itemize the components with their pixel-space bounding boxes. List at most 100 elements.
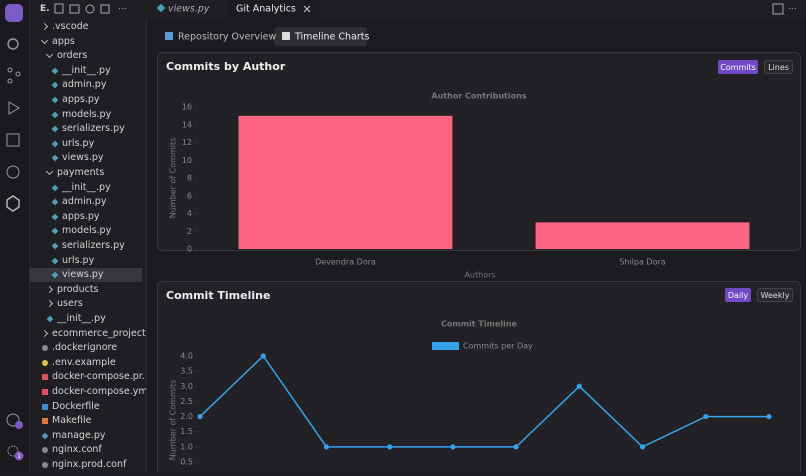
tree-item[interactable]: models.py (30, 108, 142, 122)
tree-label[interactable]: users (57, 298, 83, 310)
tree-item[interactable]: apps (30, 35, 142, 49)
tree-label[interactable]: payments (57, 167, 105, 178)
explorer-actions: ··· (54, 3, 127, 15)
extensions-icon[interactable] (6, 133, 20, 147)
y-tick-label: 4 (187, 209, 192, 218)
tree-item[interactable]: urls.py (30, 254, 142, 268)
tree-item[interactable]: ecommerce_project (30, 327, 146, 341)
settings-icon[interactable] (7, 445, 19, 457)
button-label[interactable]: Lines (768, 63, 789, 72)
button-active[interactable] (725, 288, 751, 302)
button[interactable] (764, 60, 793, 74)
tree-label[interactable]: apps.py (62, 94, 100, 105)
tree-label[interactable]: __init__.py (62, 181, 111, 193)
tree-item[interactable]: __init__.py (30, 312, 142, 326)
refresh[interactable] (85, 4, 95, 14)
subtab[interactable]: Repository Overview (178, 32, 276, 43)
tree-item[interactable]: Dockerfile (30, 400, 142, 414)
panel-title: Commits by Author (166, 60, 286, 73)
tree-label[interactable]: admin.py (62, 196, 107, 208)
tree-item[interactable]: __init__.py (30, 64, 142, 78)
tree-label[interactable]: ecommerce_project (52, 327, 146, 339)
tree-label[interactable]: orders (57, 50, 88, 62)
tree-item[interactable]: docker-compose.yml (30, 385, 146, 399)
tree-label[interactable]: Dockerfile (52, 400, 100, 412)
file-icon (42, 389, 48, 395)
search-icon[interactable] (7, 38, 19, 50)
tree-label[interactable]: Makefile (52, 415, 92, 427)
tree-item[interactable]: apps.py (30, 210, 142, 224)
tree-label[interactable]: products (57, 283, 99, 295)
button-active[interactable] (718, 60, 758, 74)
tree-label[interactable]: apps (52, 35, 75, 47)
tree-item[interactable]: .dockerignore (30, 341, 142, 355)
tree-item[interactable]: nginx.prod.conf (30, 458, 142, 472)
tree-label[interactable]: .env.example (52, 356, 116, 368)
tree-label[interactable]: admin.py (62, 79, 107, 91)
tree-label[interactable]: __init__.py (57, 313, 106, 324)
tree-item[interactable]: views.py (30, 268, 142, 283)
close-tab[interactable] (303, 5, 311, 13)
point (197, 413, 203, 420)
tree-item[interactable]: Makefile (30, 414, 142, 428)
tree-label[interactable]: models.py (62, 225, 112, 237)
tab[interactable]: views.py (168, 4, 210, 15)
tree-item[interactable]: admin.py (30, 78, 142, 92)
tree-label[interactable]: __init__.py (62, 64, 111, 76)
new-folder[interactable] (69, 4, 80, 14)
button-label[interactable]: Daily (728, 291, 749, 300)
collapse[interactable] (100, 4, 110, 14)
tree-item[interactable]: payments (30, 166, 142, 180)
tree-label[interactable]: serializers.py (62, 123, 125, 135)
tree-item[interactable]: models.py (30, 224, 142, 238)
split-editor[interactable] (772, 3, 784, 15)
tree-item[interactable]: docker-compose.pr... (30, 370, 146, 384)
tab[interactable]: Git Analytics (236, 4, 296, 15)
button-label[interactable]: Commits (720, 63, 756, 72)
button-label[interactable]: Weekly (761, 291, 790, 300)
tree-item[interactable]: admin.py (30, 195, 142, 209)
tree-label[interactable]: .vscode (52, 21, 89, 32)
tree-item[interactable]: serializers.py (30, 239, 142, 253)
y-tick-label: 2.5 (180, 397, 193, 406)
tree-label[interactable]: urls.py (62, 137, 95, 149)
subtab[interactable]: Timeline Charts (294, 32, 370, 43)
tree-label[interactable]: docker-compose.yml (52, 386, 147, 397)
new-file[interactable] (54, 3, 64, 14)
tree-item[interactable]: users (30, 297, 142, 311)
button[interactable] (757, 288, 793, 302)
tree-label[interactable]: manage.py (52, 429, 106, 441)
chat-icon[interactable] (6, 165, 20, 179)
account-icon[interactable] (6, 413, 20, 427)
tree-label[interactable]: models.py (62, 108, 112, 120)
tree-item[interactable]: urls.py (30, 137, 142, 151)
tree-item[interactable]: manage.py (30, 429, 142, 443)
tree-label[interactable]: docker-compose.pr... (52, 371, 147, 383)
tree-item[interactable]: .env.example (30, 356, 142, 370)
tree-label[interactable]: .dockerignore (52, 342, 118, 354)
more[interactable]: ··· (118, 5, 127, 15)
tree-item[interactable]: .vscode (30, 20, 142, 34)
scm-icon[interactable] (7, 67, 13, 73)
tree-item[interactable]: orders (30, 49, 142, 63)
point (323, 444, 330, 450)
tree-item[interactable]: views.py (30, 151, 142, 165)
active-subtab[interactable] (274, 27, 367, 46)
tree-item[interactable]: __init__.py (30, 181, 142, 195)
analytics-icon[interactable] (6, 195, 20, 212)
tree-label[interactable]: nginx.conf (52, 444, 102, 456)
tree-item[interactable]: apps.py (30, 93, 142, 107)
tree-item[interactable]: serializers.py (30, 122, 142, 136)
tree-label[interactable]: nginx.prod.conf (52, 459, 127, 470)
tree-label[interactable]: apps.py (62, 210, 100, 222)
tree-label[interactable]: views.py (62, 269, 104, 281)
tree-label[interactable]: serializers.py (62, 240, 125, 251)
tree-label[interactable]: views.py (62, 152, 104, 164)
tree-label[interactable]: urls.py (62, 254, 95, 266)
tree-item[interactable]: products (30, 283, 142, 297)
tree-item[interactable]: nginx.conf (30, 443, 142, 457)
file-icon (42, 403, 48, 410)
active-tab[interactable] (226, 0, 319, 19)
more-actions[interactable]: ··· (788, 5, 797, 15)
run-icon[interactable] (8, 101, 20, 115)
